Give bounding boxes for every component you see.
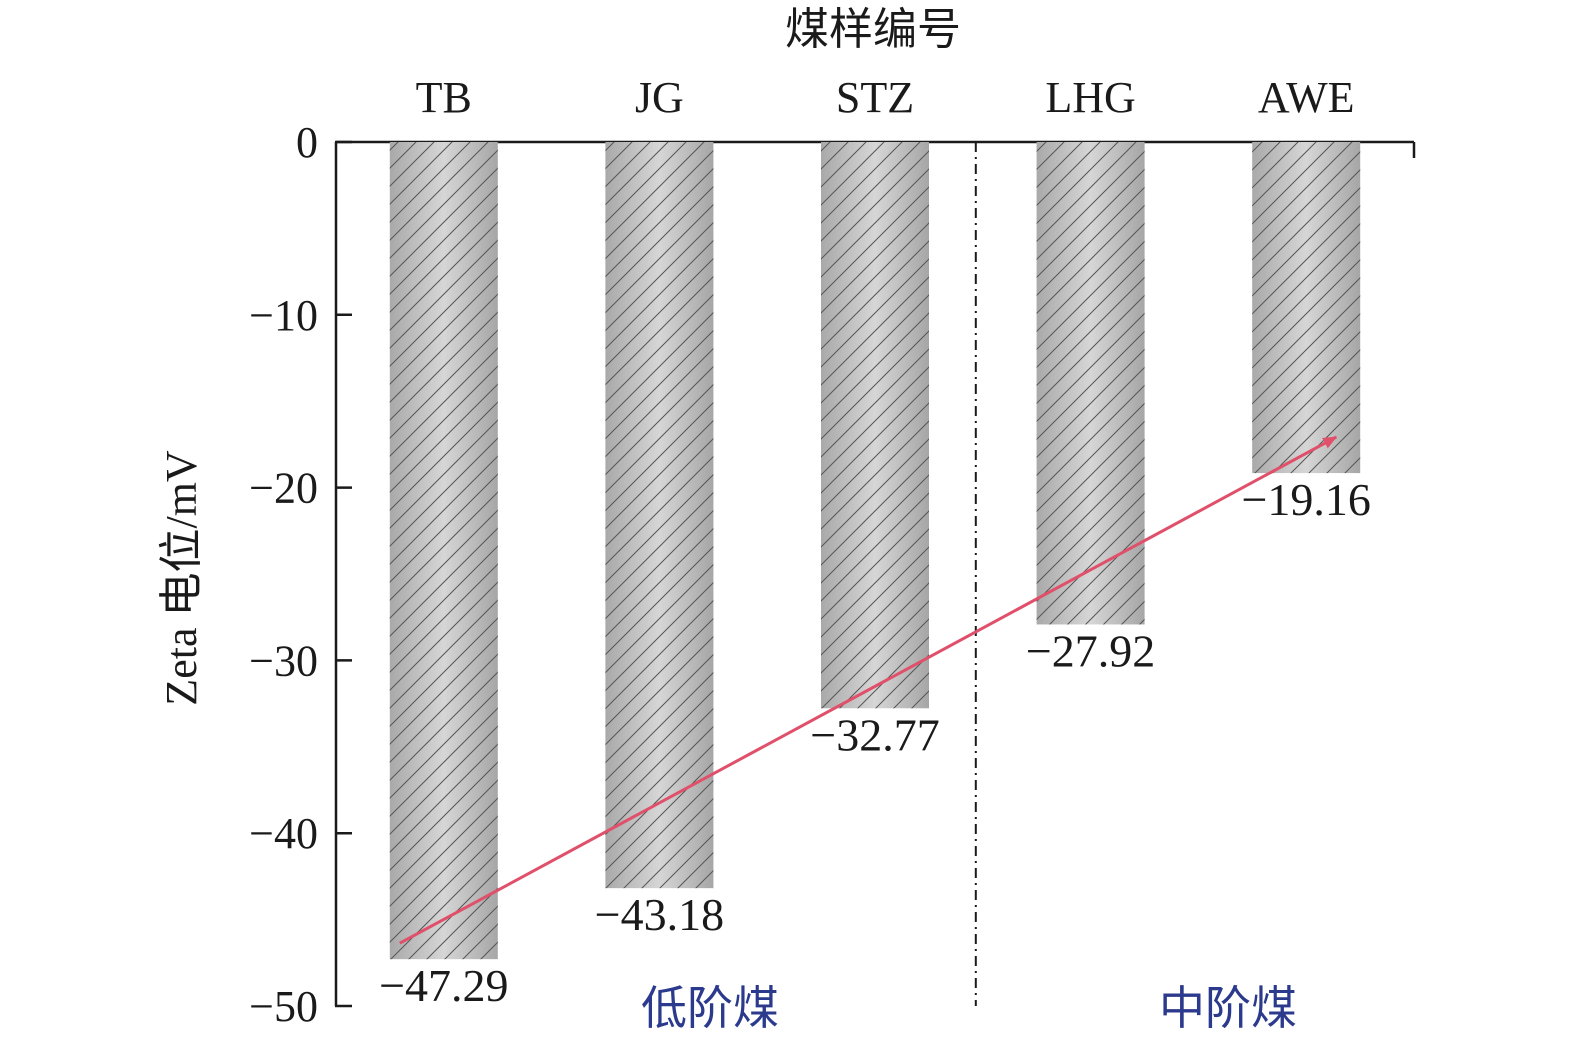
bar-stz: [821, 142, 929, 709]
y-axis-title: Zeta 电位/mV: [157, 450, 206, 706]
bar-hatch: [605, 142, 714, 889]
y-tick-label: −10: [249, 291, 318, 340]
data-label: −19.16: [1241, 474, 1370, 525]
bars: [389, 142, 1361, 960]
trend-arrow: [399, 435, 1338, 945]
bar-labels: TB JG STZ LHG AWE −47.29 −43.18 −32.77 −27.92 −19…: [379, 73, 1371, 1035]
bar-tb: [389, 142, 498, 960]
annotations: [399, 142, 1338, 1006]
bar-hatch: [1252, 142, 1361, 474]
group-label: 低阶煤: [641, 981, 779, 1035]
group-label: 中阶煤: [1159, 981, 1297, 1035]
y-tick-label: 0: [296, 118, 318, 167]
category-label: TB: [416, 73, 472, 122]
y-tick-label: −50: [249, 982, 318, 1031]
bar-awe: [1252, 142, 1361, 474]
category-label: STZ: [836, 73, 914, 122]
bar-hatch: [821, 142, 929, 709]
data-label: −27.92: [1026, 625, 1155, 676]
bar-jg: [605, 142, 714, 889]
bar-lhg: [1036, 142, 1145, 625]
category-label: JG: [635, 73, 684, 122]
data-label: −43.18: [595, 889, 724, 940]
x-axis-title: 煤样编号: [785, 4, 961, 55]
y-tick-label: −20: [249, 464, 318, 513]
data-label: −32.77: [810, 709, 939, 760]
bar-hatch: [1036, 142, 1145, 625]
y-tick-label: −40: [249, 809, 318, 858]
bar-hatch: [389, 142, 498, 960]
y-tick-label: −30: [249, 636, 318, 685]
category-label: LHG: [1045, 73, 1135, 122]
data-label: −47.29: [379, 960, 508, 1011]
axes: 0 −10 −20 −30 −40 −50: [249, 118, 1416, 1031]
category-label: AWE: [1258, 73, 1355, 122]
